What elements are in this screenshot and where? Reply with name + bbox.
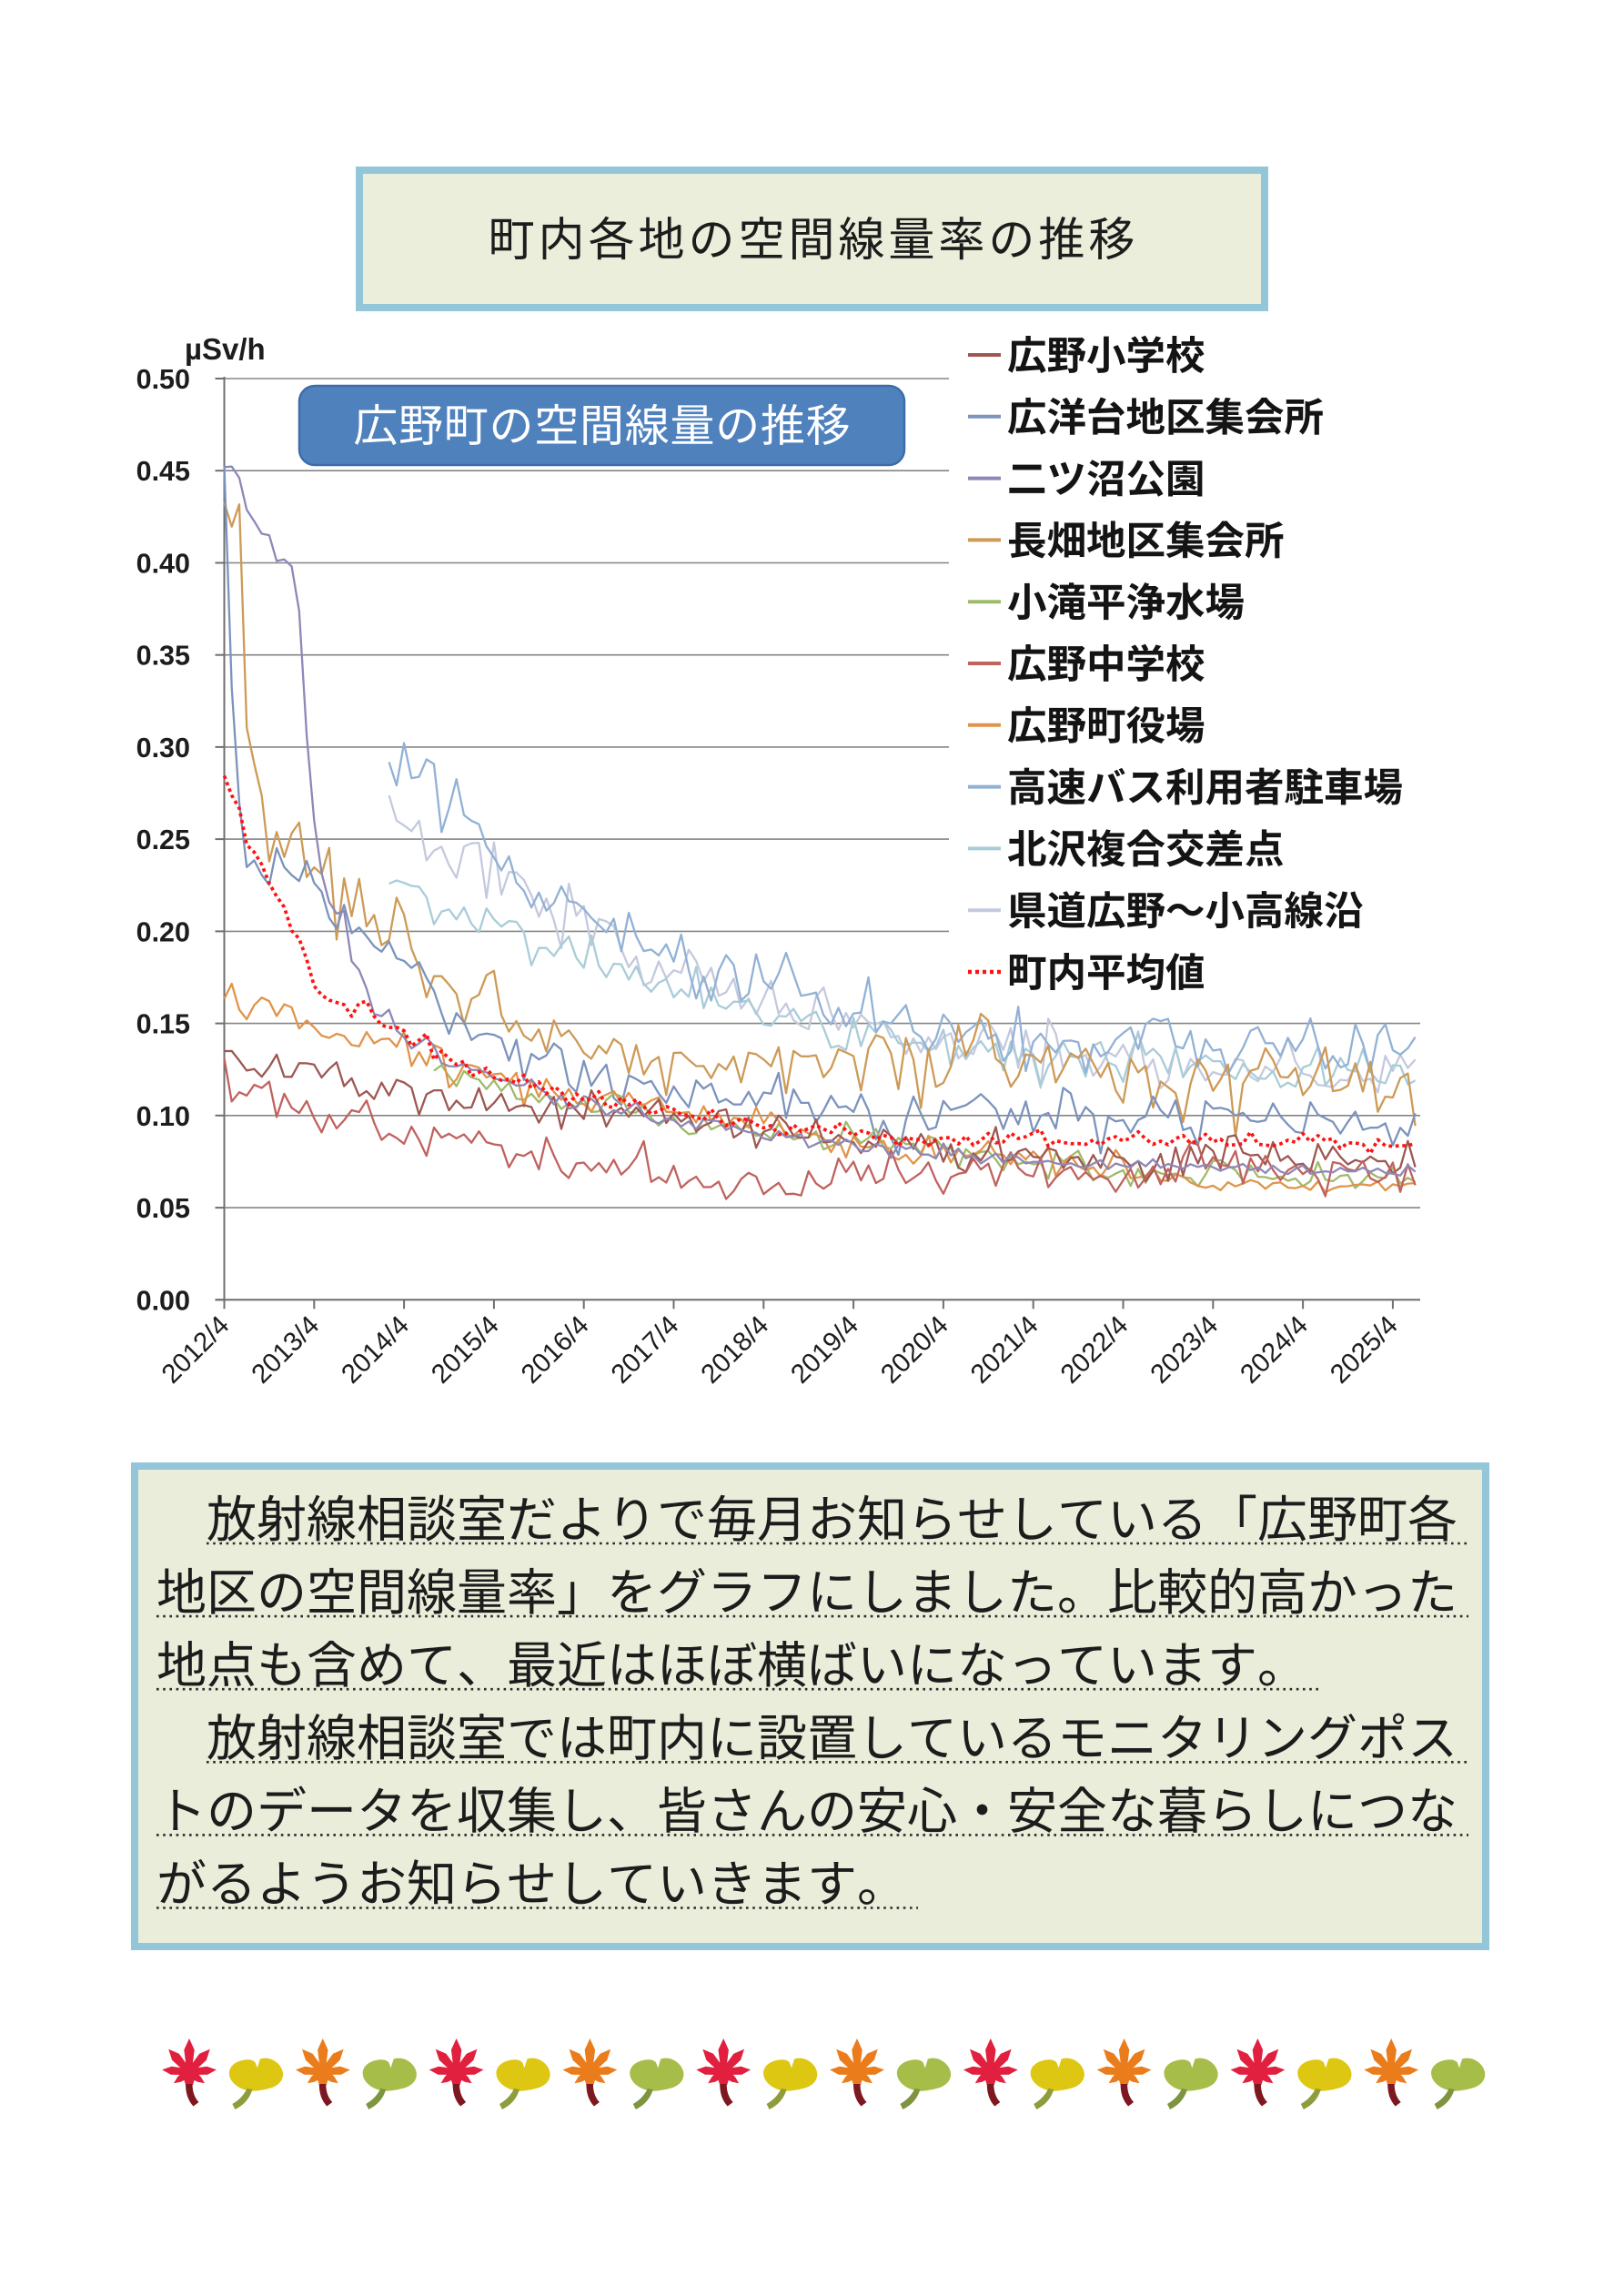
svg-text:0.30: 0.30	[136, 733, 190, 764]
svg-text:0.00: 0.00	[136, 1285, 190, 1316]
svg-text:µSv/h: µSv/h	[185, 332, 266, 366]
svg-text:0.35: 0.35	[136, 641, 190, 672]
svg-text:0.45: 0.45	[136, 456, 190, 487]
svg-text:0.15: 0.15	[136, 1009, 190, 1040]
svg-text:0.05: 0.05	[136, 1193, 190, 1224]
svg-text:0.20: 0.20	[136, 916, 190, 947]
svg-text:0.25: 0.25	[136, 824, 190, 855]
svg-text:0.40: 0.40	[136, 549, 190, 580]
svg-text:0.50: 0.50	[136, 364, 190, 395]
svg-text:0.10: 0.10	[136, 1101, 190, 1132]
